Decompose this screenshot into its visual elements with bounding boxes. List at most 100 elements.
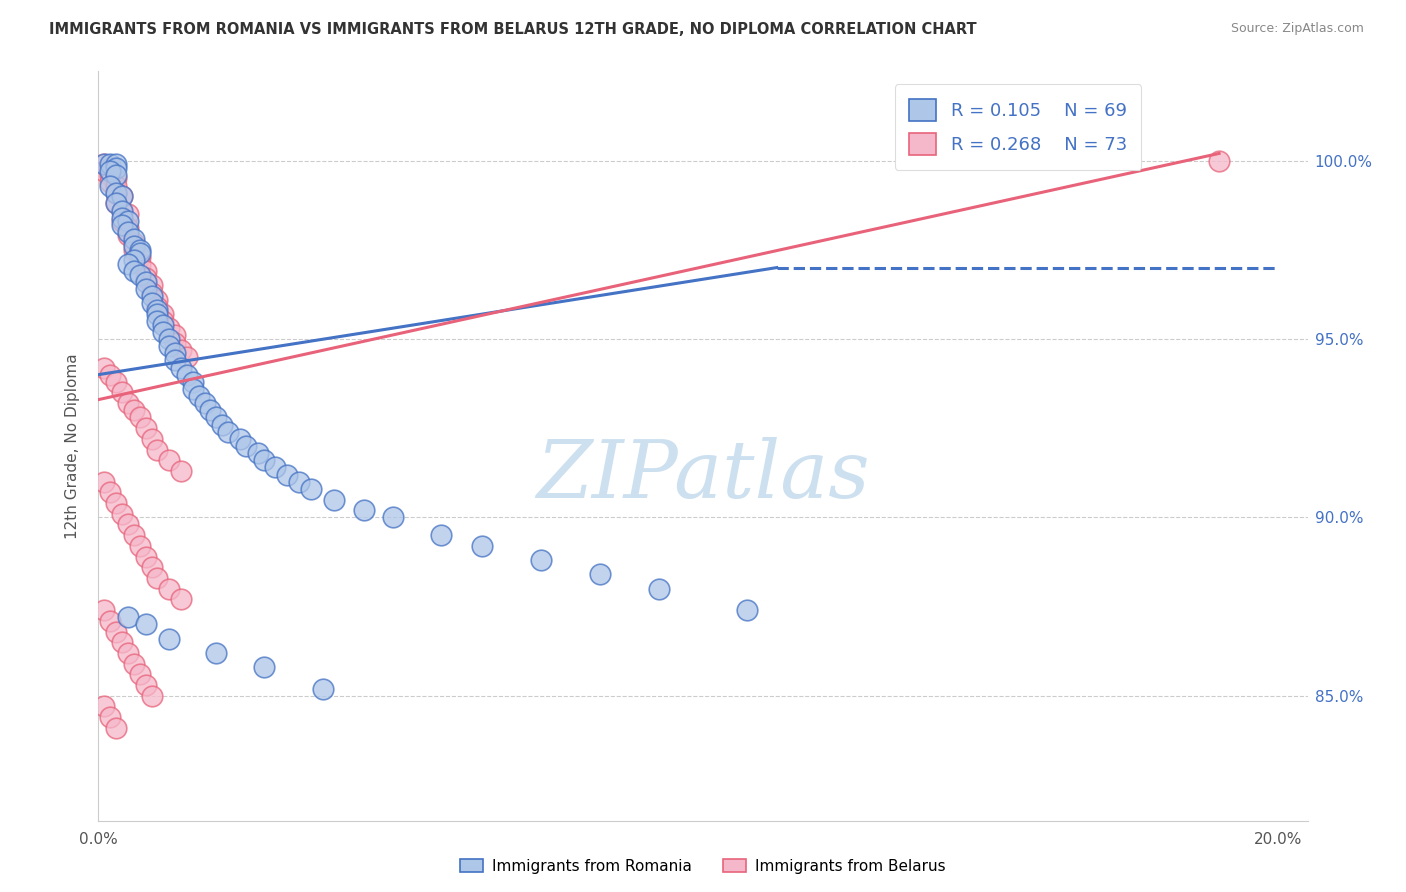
Point (157, 453, 180, 467)
Point (165, 335, 187, 350)
Point (157, 632, 180, 646)
Point (176, 350, 198, 364)
Point (135, 282, 157, 296)
Point (135, 549, 157, 564)
Point (157, 339, 180, 353)
Point (135, 617, 157, 632)
Point (181, 382, 204, 396)
Point (128, 410, 150, 425)
Point (128, 250, 150, 264)
Legend: Immigrants from Romania, Immigrants from Belarus: Immigrants from Romania, Immigrants from… (454, 853, 952, 880)
Point (176, 368, 198, 382)
Point (1208, 153, 1230, 168)
Point (117, 610, 139, 624)
Point (276, 467, 298, 482)
Point (111, 211, 134, 225)
Point (111, 214, 134, 228)
Text: IMMIGRANTS FROM ROMANIA VS IMMIGRANTS FROM BELARUS 12TH GRADE, NO DIPLOMA CORREL: IMMIGRANTS FROM ROMANIA VS IMMIGRANTS FR… (49, 22, 977, 37)
Point (111, 635, 134, 649)
Point (252, 453, 274, 467)
Point (152, 307, 174, 321)
Point (117, 396, 139, 410)
Point (98, 157, 121, 171)
Point (135, 264, 157, 278)
Point (429, 528, 451, 542)
Point (735, 603, 758, 617)
Point (141, 689, 163, 703)
Point (165, 353, 187, 368)
Point (288, 475, 311, 489)
Point (128, 257, 150, 271)
Point (105, 624, 128, 639)
Point (146, 442, 169, 457)
Point (141, 289, 163, 303)
Point (93, 475, 115, 489)
Point (117, 207, 139, 221)
Point (299, 482, 322, 496)
Point (105, 168, 128, 182)
Point (111, 203, 134, 218)
Point (200, 403, 222, 417)
Point (105, 496, 128, 510)
Point (98, 178, 121, 193)
Point (93, 699, 115, 714)
Point (98, 168, 121, 182)
Point (128, 246, 150, 260)
Point (122, 403, 145, 417)
Point (152, 325, 174, 339)
Point (105, 171, 128, 186)
Point (122, 253, 145, 268)
Point (128, 667, 150, 681)
Point (111, 189, 134, 203)
Point (122, 243, 145, 257)
Point (311, 681, 333, 696)
Point (141, 296, 163, 310)
Point (181, 375, 204, 389)
Point (98, 485, 121, 500)
Point (165, 346, 187, 360)
Point (135, 421, 157, 435)
Point (217, 425, 239, 439)
Point (323, 492, 346, 507)
Point (122, 239, 145, 253)
Point (117, 228, 139, 243)
Point (170, 592, 193, 607)
Point (205, 410, 228, 425)
Point (111, 189, 134, 203)
Point (117, 257, 139, 271)
Point (105, 375, 128, 389)
Text: Source: ZipAtlas.com: Source: ZipAtlas.com (1230, 22, 1364, 36)
Point (105, 721, 128, 735)
Point (117, 225, 139, 239)
Text: ZIPatlas: ZIPatlas (536, 437, 870, 515)
Point (122, 657, 145, 671)
Point (152, 314, 174, 328)
Point (105, 196, 128, 211)
Point (111, 218, 134, 232)
Point (122, 528, 145, 542)
Point (98, 710, 121, 724)
Point (170, 343, 193, 357)
Point (146, 571, 169, 585)
Point (141, 432, 163, 446)
Point (146, 303, 169, 318)
Point (205, 646, 228, 660)
Point (471, 539, 494, 553)
Point (93, 603, 115, 617)
Point (105, 178, 128, 193)
Point (122, 235, 145, 250)
Point (135, 678, 157, 692)
Point (211, 417, 233, 432)
Point (170, 360, 193, 375)
Point (98, 614, 121, 628)
Point (105, 161, 128, 175)
Point (246, 446, 269, 460)
Point (122, 232, 145, 246)
Point (98, 161, 121, 175)
Point (146, 307, 169, 321)
Point (194, 396, 217, 410)
Point (128, 268, 150, 282)
Point (135, 271, 157, 285)
Point (146, 300, 169, 314)
Point (98, 164, 121, 178)
